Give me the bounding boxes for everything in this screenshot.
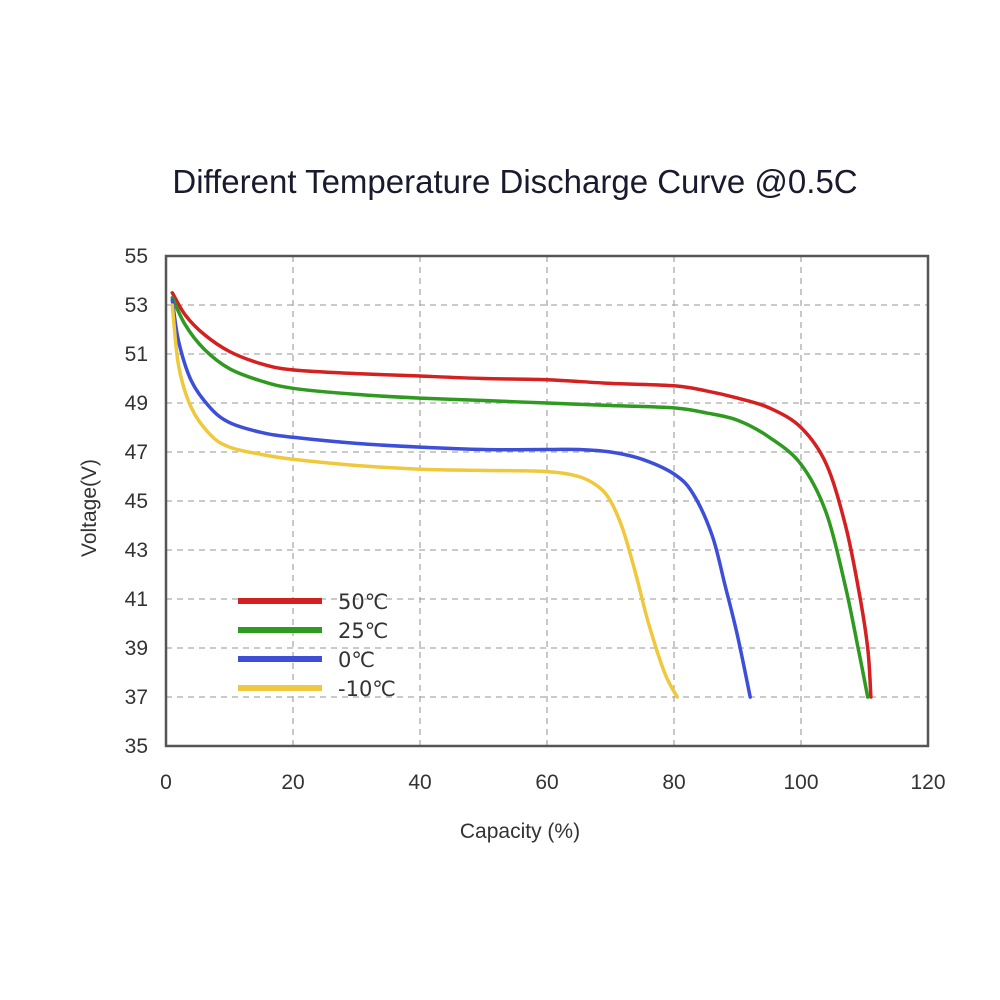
chart-title: Different Temperature Discharge Curve @0… (172, 163, 857, 200)
y-tick-label: 47 (125, 441, 148, 464)
x-tick-label: 100 (783, 771, 818, 794)
y-tick-label: 51 (125, 343, 148, 366)
tick-labels: 0 20 40 60 80 100 120 35 37 39 41 43 45 47 49 51 53 55 (125, 245, 946, 794)
y-tick-label: 45 (125, 490, 148, 513)
x-tick-label: 0 (160, 771, 172, 794)
legend-label: -10℃ (338, 677, 396, 701)
y-tick-label: 41 (125, 588, 148, 611)
y-tick-label: 39 (125, 637, 148, 660)
x-tick-label: 60 (535, 771, 558, 794)
x-tick-label: 40 (408, 771, 431, 794)
y-tick-label: 37 (125, 686, 148, 709)
series-line-3 (170, 298, 752, 699)
x-tick-label: 20 (281, 771, 304, 794)
series-line-4 (170, 303, 679, 699)
y-tick-label: 43 (125, 539, 148, 562)
series-line-2 (170, 295, 870, 699)
legend-label: 50℃ (338, 590, 388, 614)
series-lines (170, 291, 873, 699)
y-tick-label: 53 (125, 294, 148, 317)
series-line-1 (170, 291, 873, 699)
x-tick-label: 120 (910, 771, 945, 794)
plot-frame (164, 254, 930, 748)
legend-label: 25℃ (338, 619, 388, 643)
legend: 50℃ 25℃ 0℃ -10℃ (238, 590, 396, 701)
x-axis-label: Capacity (%) (460, 820, 580, 843)
x-tick-label: 80 (662, 771, 685, 794)
y-tick-label: 55 (125, 245, 148, 268)
y-axis-label: Voltage(V) (78, 459, 101, 557)
y-tick-label: 35 (125, 735, 148, 758)
y-tick-label: 49 (125, 392, 148, 415)
legend-label: 0℃ (338, 648, 375, 672)
